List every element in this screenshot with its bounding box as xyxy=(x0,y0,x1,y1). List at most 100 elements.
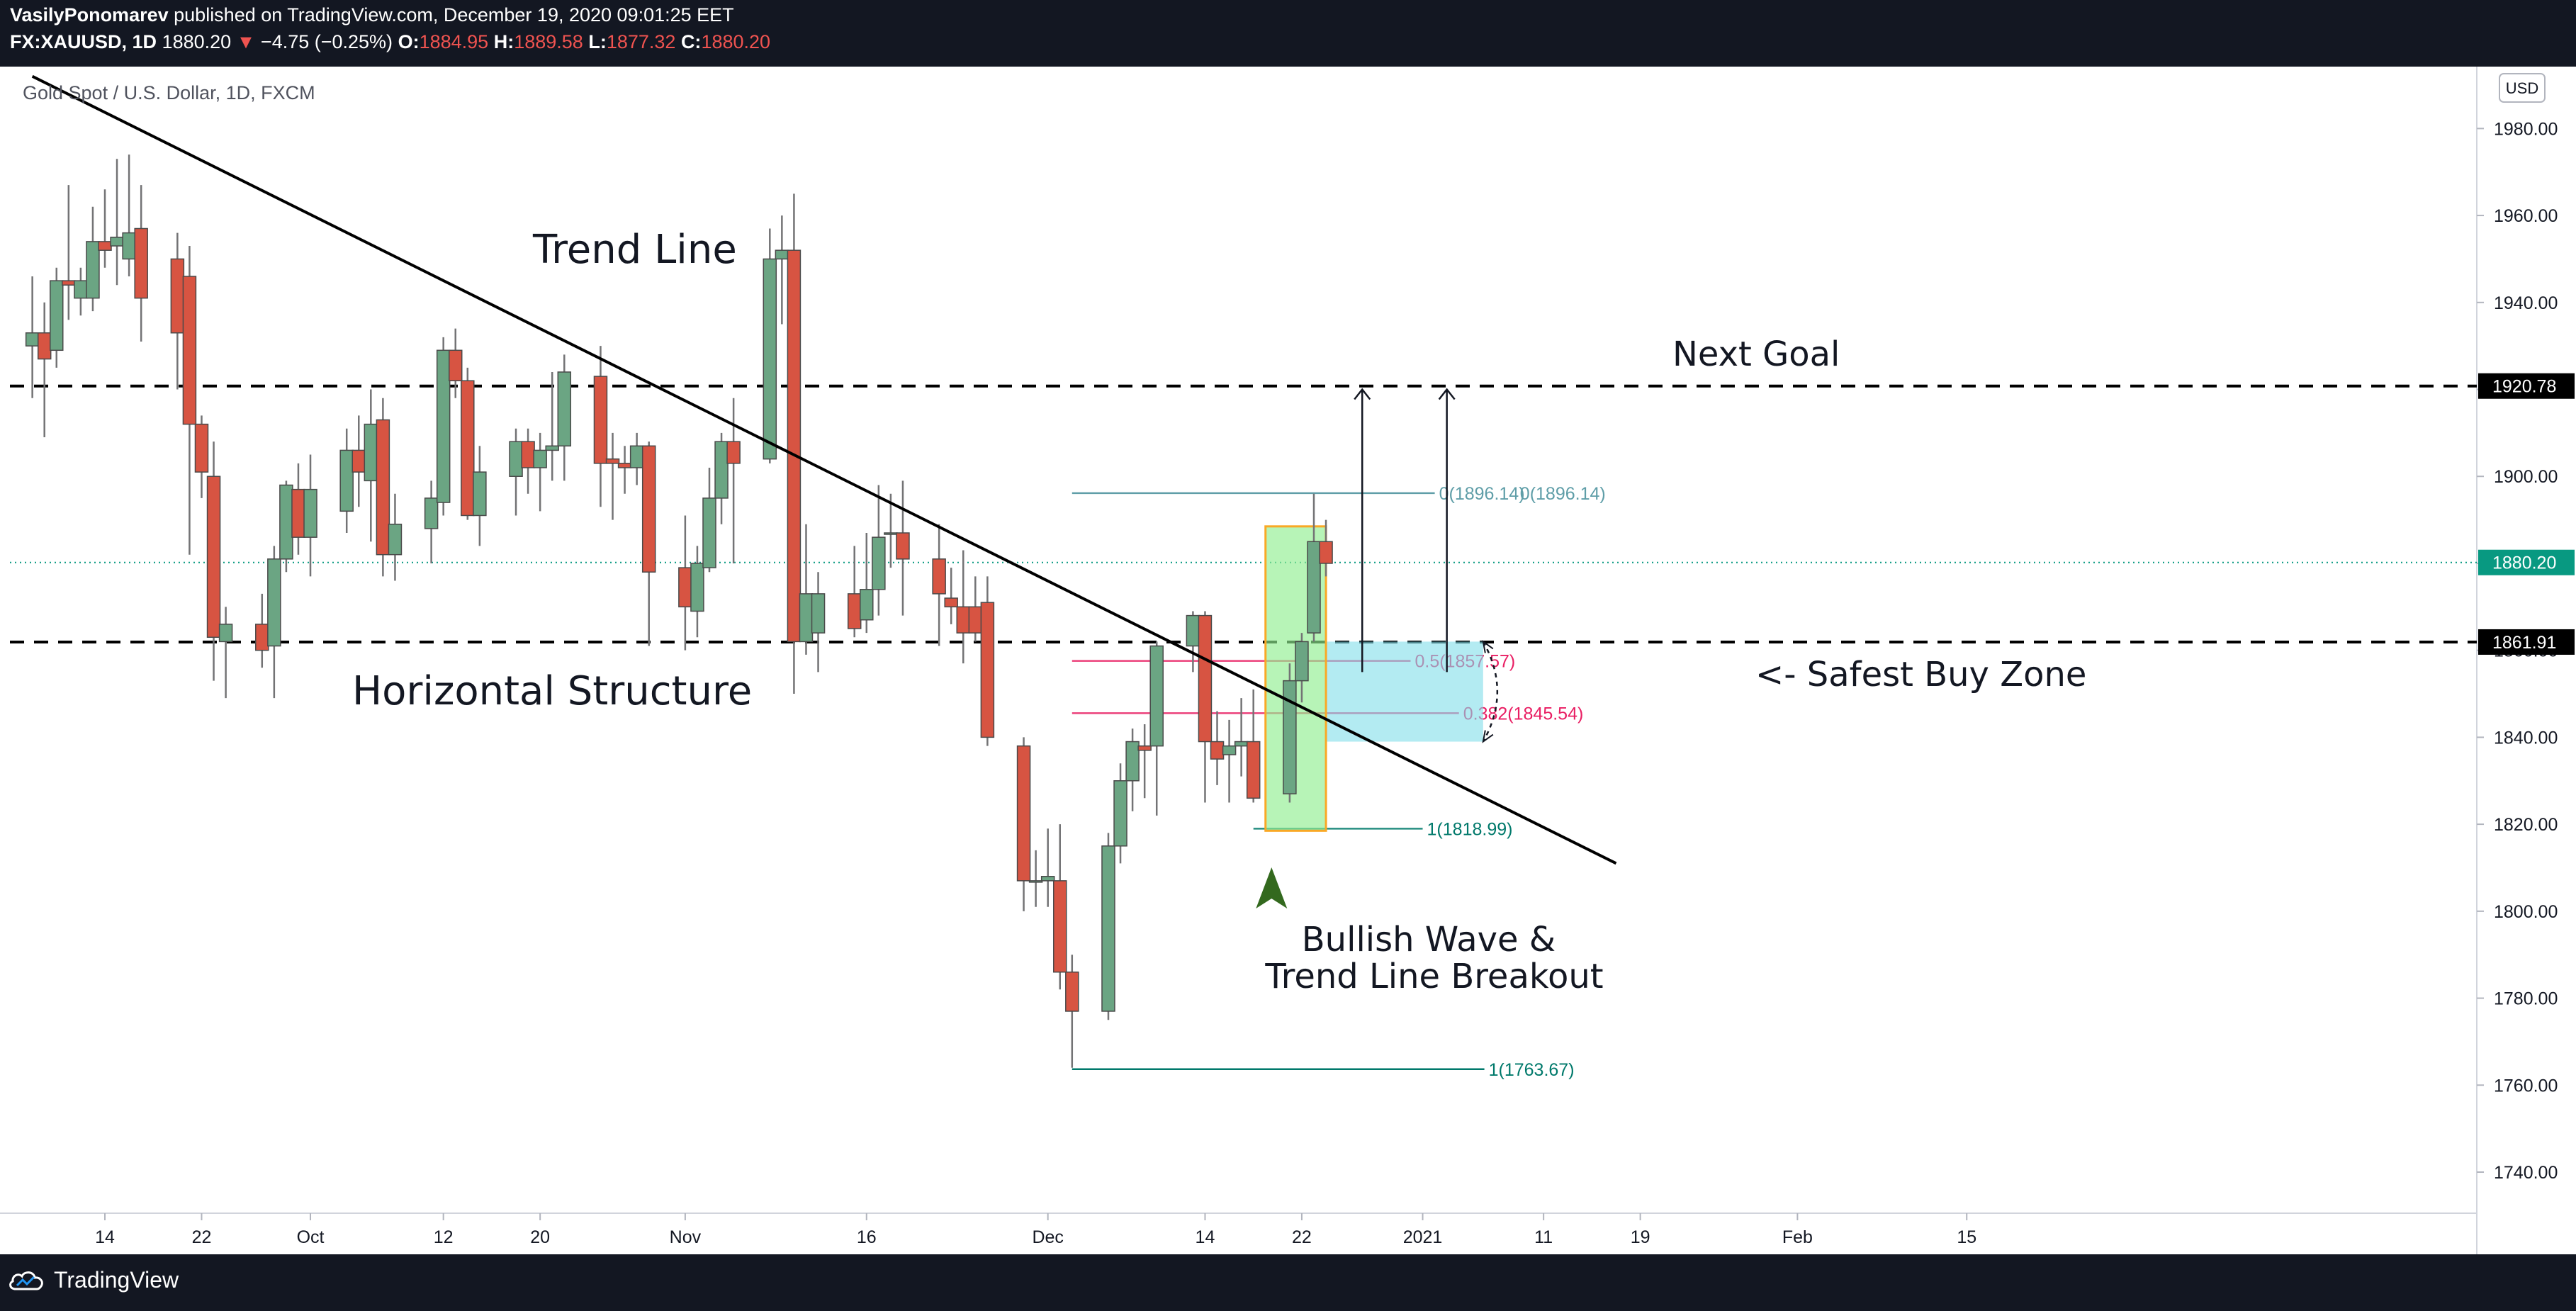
candle-bullish[interactable] xyxy=(629,445,644,468)
candle-bearish[interactable] xyxy=(726,441,741,464)
candle-bearish[interactable] xyxy=(1137,745,1152,751)
candle-bullish[interactable] xyxy=(303,488,317,538)
x-tick-label: 14 xyxy=(1196,1227,1215,1247)
candle-bullish[interactable] xyxy=(424,497,439,529)
candle-bearish[interactable] xyxy=(194,423,209,473)
candle-bullish[interactable] xyxy=(545,445,559,451)
candle-bullish[interactable] xyxy=(74,280,88,299)
candle-bearish[interactable] xyxy=(461,380,475,517)
candle-bearish[interactable] xyxy=(641,445,656,573)
candle-bearish[interactable] xyxy=(376,419,390,556)
safest-buy-zone xyxy=(1326,641,1483,742)
candle-bearish[interactable] xyxy=(944,597,958,608)
candle-bearish[interactable] xyxy=(847,593,862,629)
candle-bearish[interactable] xyxy=(37,332,52,360)
candle-bullish[interactable] xyxy=(1028,880,1043,883)
candle-bullish[interactable] xyxy=(1101,845,1115,1012)
candle-bullish[interactable] xyxy=(1040,876,1055,882)
currency-badge[interactable] xyxy=(2499,73,2546,103)
candle-bullish[interactable] xyxy=(1125,741,1140,782)
candle-bullish[interactable] xyxy=(388,523,403,556)
candle-bullish[interactable] xyxy=(799,593,814,643)
candle-bearish[interactable] xyxy=(593,376,608,464)
candle-bullish[interactable] xyxy=(339,449,354,512)
publish-info: VasilyPonomarev published on TradingView… xyxy=(10,4,734,26)
candle-bullish[interactable] xyxy=(884,532,898,535)
candle-bearish[interactable] xyxy=(351,449,366,473)
candle-bullish[interactable] xyxy=(1283,680,1297,794)
candle-bullish[interactable] xyxy=(1307,541,1321,634)
candle-bullish[interactable] xyxy=(110,237,124,247)
candle-bullish[interactable] xyxy=(279,484,293,560)
bullish-arrow-icon xyxy=(1256,867,1288,908)
candle-bearish[interactable] xyxy=(1246,741,1261,799)
candle-bearish[interactable] xyxy=(521,441,535,468)
candle-bullish[interactable] xyxy=(218,624,233,643)
level-price-tag-label: 1861.91 xyxy=(2492,633,2556,653)
candle-bearish[interactable] xyxy=(448,349,463,381)
candle-bullish[interactable] xyxy=(1149,645,1164,747)
candle-bearish[interactable] xyxy=(1016,745,1031,882)
candle-bearish[interactable] xyxy=(787,249,802,643)
candle-bullish[interactable] xyxy=(364,423,378,482)
candle-bullish[interactable] xyxy=(122,232,136,260)
y-tick-label: 1760.00 xyxy=(2494,1076,2558,1096)
candle-bullish[interactable] xyxy=(533,449,547,468)
candle-bullish[interactable] xyxy=(690,563,704,612)
candle-bearish[interactable] xyxy=(1198,614,1213,743)
symbol-label[interactable]: FX:XAUUSD, 1D xyxy=(10,31,157,52)
current-price-tag xyxy=(2478,549,2575,575)
candle-bullish[interactable] xyxy=(436,349,451,503)
candle-bearish[interactable] xyxy=(1052,880,1067,973)
candle-bullish[interactable] xyxy=(702,497,716,568)
candle-bearish[interactable] xyxy=(62,280,76,286)
candle-bearish[interactable] xyxy=(1210,741,1225,760)
candle-bearish[interactable] xyxy=(206,476,221,638)
candle-bullish[interactable] xyxy=(775,249,789,260)
candle-bearish[interactable] xyxy=(678,567,692,608)
candle-bullish[interactable] xyxy=(25,332,40,347)
candle-bullish[interactable] xyxy=(872,536,886,590)
y-tick-label: 1800.00 xyxy=(2494,902,2558,922)
candle-bullish[interactable] xyxy=(860,589,874,621)
trend-line[interactable] xyxy=(31,74,1617,865)
author-name[interactable]: VasilyPonomarev xyxy=(10,4,169,26)
candle-bearish[interactable] xyxy=(134,227,148,299)
candle-bearish[interactable] xyxy=(932,558,946,595)
candle-bearish[interactable] xyxy=(968,606,983,634)
last-price: 1880.20 xyxy=(162,31,232,52)
trend-line-annotation: Trend Line xyxy=(532,227,737,273)
candle-bearish[interactable] xyxy=(617,463,632,468)
candle-bullish[interactable] xyxy=(1295,641,1309,682)
tradingview-logo[interactable]: TradingView xyxy=(9,1267,179,1293)
arrow-head-icon xyxy=(1482,640,1494,653)
candle-bearish[interactable] xyxy=(896,532,910,560)
candle-bearish[interactable] xyxy=(291,488,305,538)
candle-bearish[interactable] xyxy=(255,624,269,651)
candle-bearish[interactable] xyxy=(98,241,112,251)
candle-bearish[interactable] xyxy=(170,258,185,334)
candle-bullish[interactable] xyxy=(1186,614,1200,647)
candle-bullish[interactable] xyxy=(1113,780,1127,847)
candle-bearish[interactable] xyxy=(980,602,995,738)
x-tick-label: Dec xyxy=(1032,1227,1063,1247)
candle-bullish[interactable] xyxy=(267,558,281,647)
candle-bearish[interactable] xyxy=(605,458,620,464)
candle-bullish[interactable] xyxy=(509,441,523,477)
footer-bar: TradingView xyxy=(0,1254,2576,1311)
candle-bearish[interactable] xyxy=(182,276,197,425)
price-chart[interactable]: 1740.00 1760.00 1780.00 1800.00 1820.00 1840.… xyxy=(0,67,2576,1254)
candle-bullish[interactable] xyxy=(1234,741,1249,747)
candle-bullish[interactable] xyxy=(473,471,487,517)
y-tick-label: 1820.00 xyxy=(2494,815,2558,835)
candle-bullish[interactable] xyxy=(763,258,777,460)
candle-bullish[interactable] xyxy=(86,241,100,299)
candle-bearish[interactable] xyxy=(1319,541,1333,564)
candle-bullish[interactable] xyxy=(714,441,729,499)
candle-bearish[interactable] xyxy=(956,606,971,634)
candle-bearish[interactable] xyxy=(1065,971,1079,1012)
candle-bullish[interactable] xyxy=(557,371,572,447)
candle-bullish[interactable] xyxy=(1222,745,1237,755)
candle-bullish[interactable] xyxy=(50,280,64,351)
candle-bullish[interactable] xyxy=(811,593,826,634)
